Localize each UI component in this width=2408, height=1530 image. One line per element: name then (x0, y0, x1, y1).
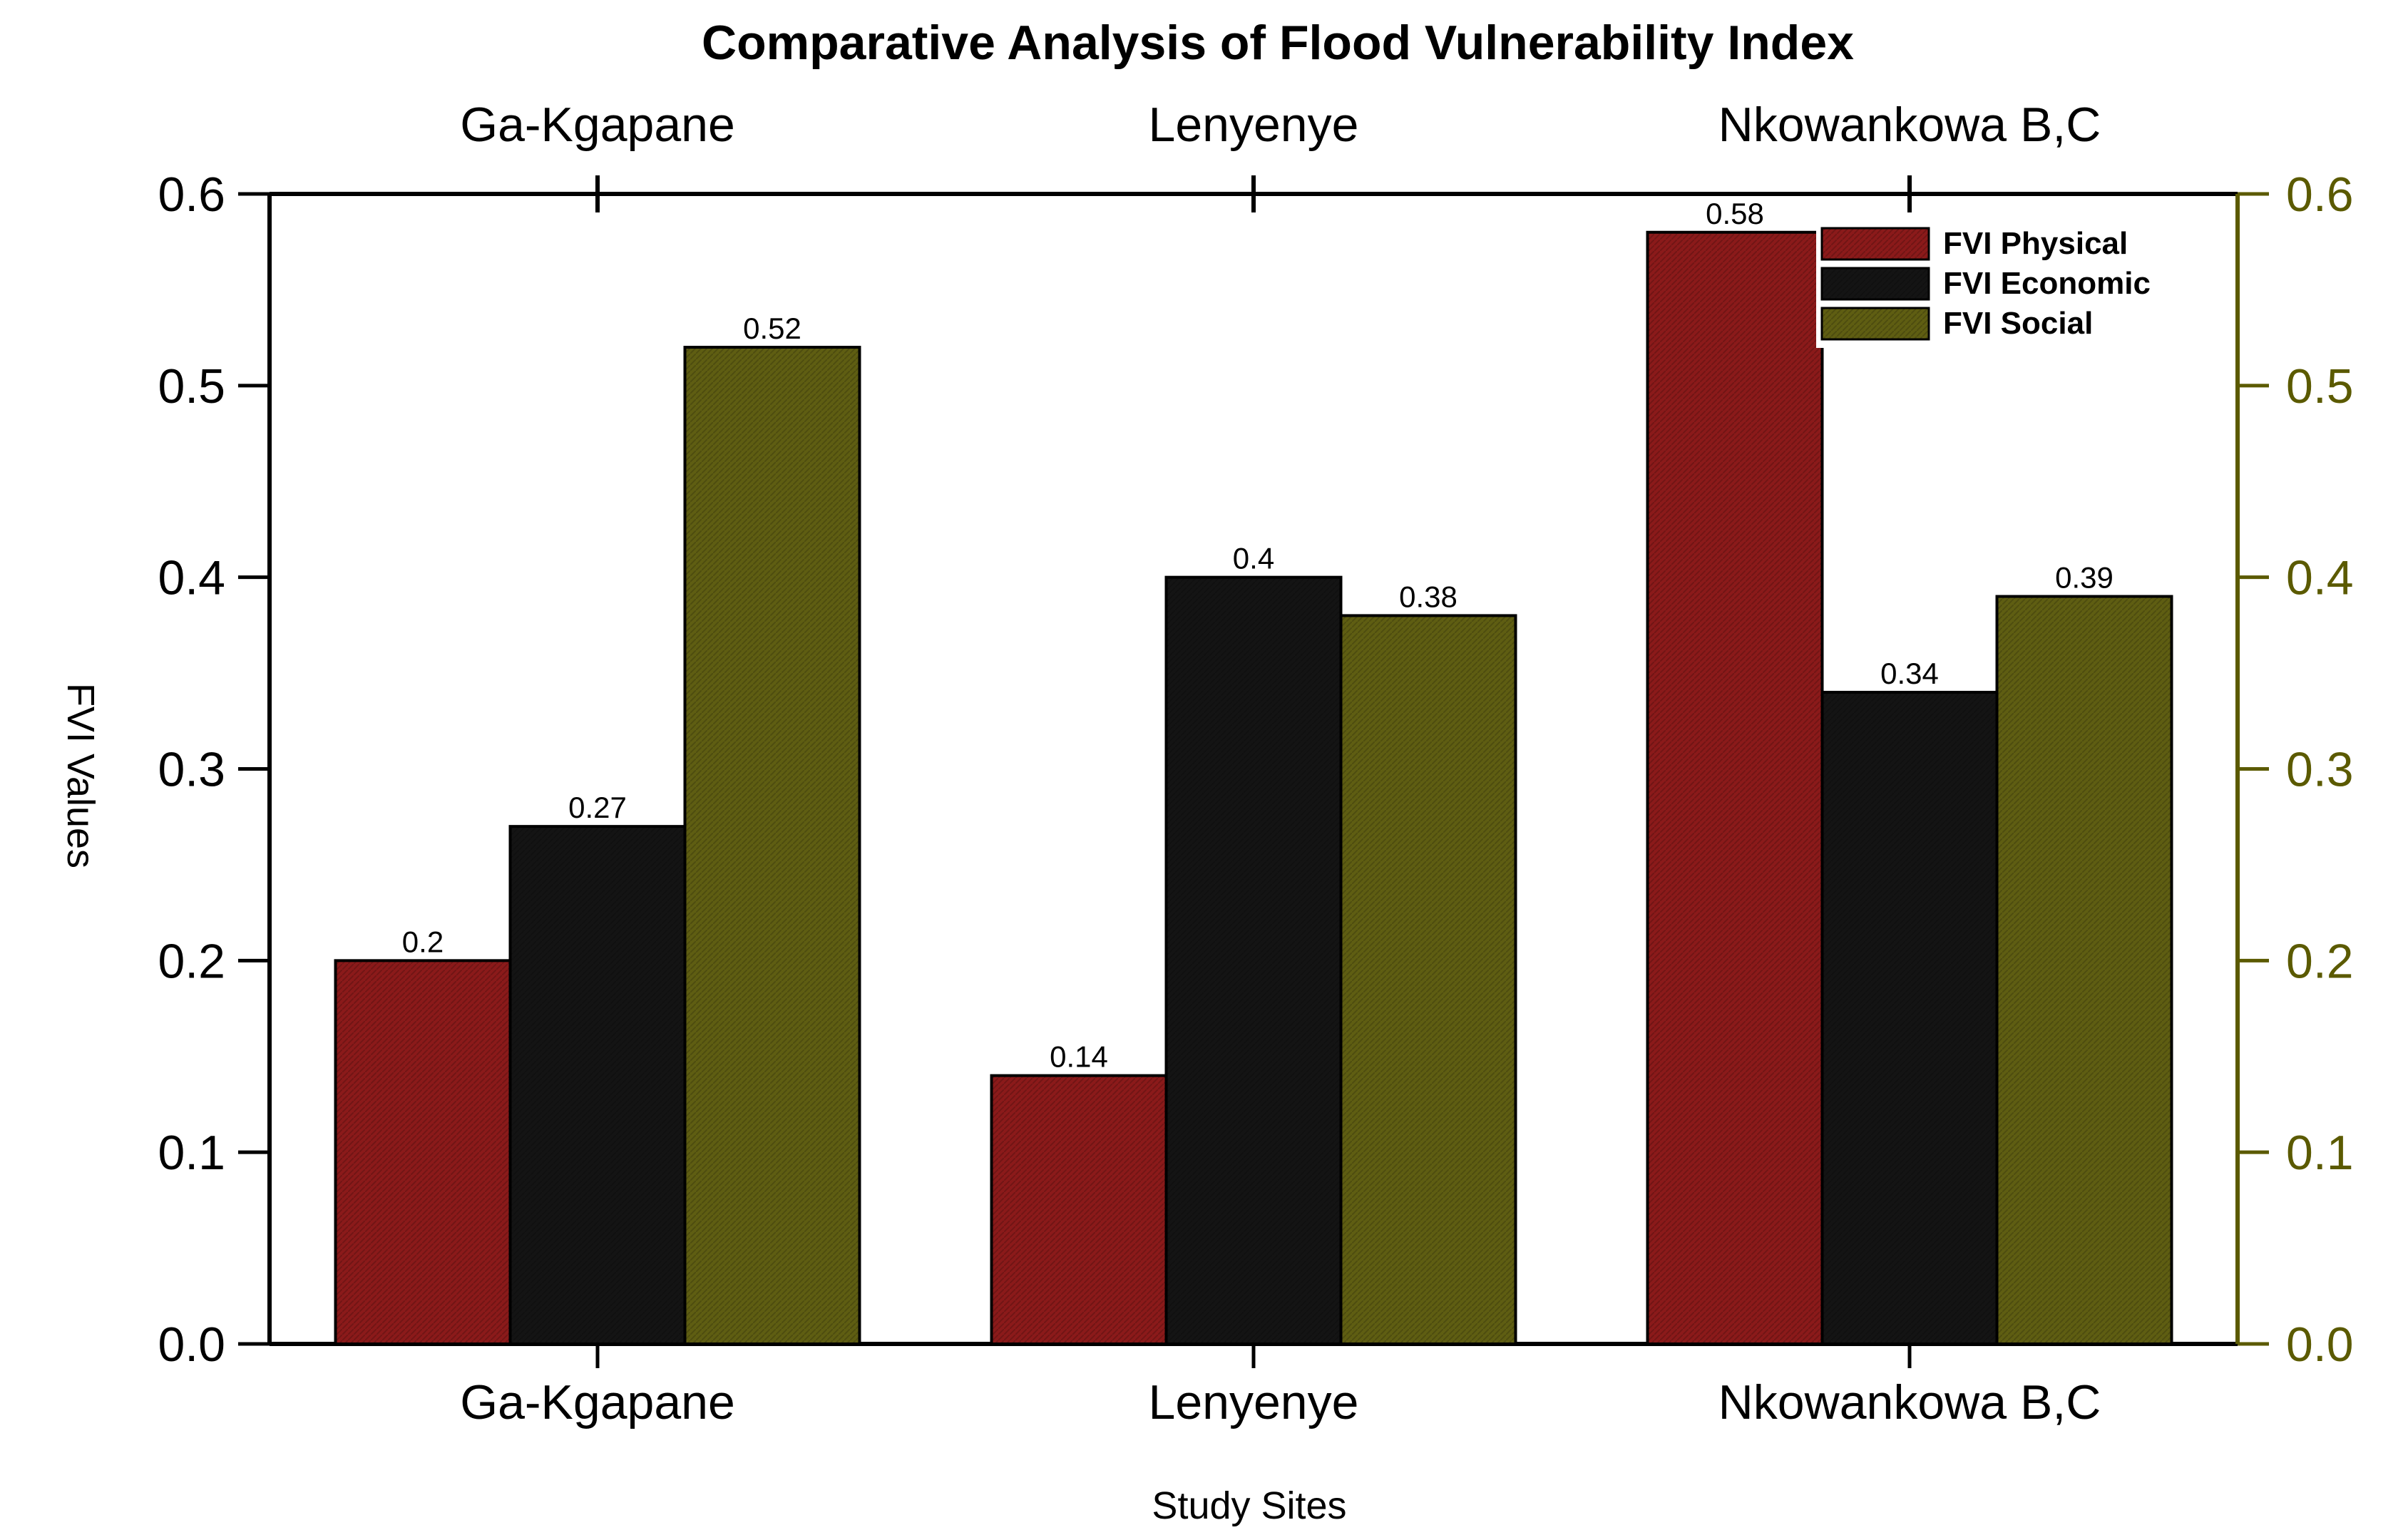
y-tick-label-left: 0.1 (158, 1126, 225, 1180)
legend-swatch-hatch (1822, 308, 1929, 339)
legend-label: FVI Economic (1943, 266, 2151, 301)
bar-hatch (1647, 232, 1823, 1345)
bar-hatch (685, 347, 860, 1345)
y-tick-label-left: 0.5 (158, 359, 225, 414)
bar-hatch (1822, 692, 1997, 1344)
data-label: 0.2 (402, 925, 444, 958)
legend-swatch-hatch (1822, 228, 1929, 260)
x-axis-label: Study Sites (1152, 1484, 1346, 1527)
plot-area: 0.0 0.0 0.1 0.1 0.2 0.2 0.3 0.3 0.4 0.4 0.5 0.5 0.6 0… (158, 98, 2353, 1429)
legend: FVI Physical FVI Economic FVI Social (1816, 222, 2230, 348)
data-label: 0.39 (2055, 561, 2114, 595)
y-tick-label-right: 0.2 (2286, 934, 2354, 988)
legend-swatch-hatch (1822, 268, 1929, 299)
bar-hatch (1997, 596, 2172, 1344)
y-tick-label-left: 0.6 (158, 168, 225, 222)
legend-label: FVI Social (1943, 306, 2093, 341)
x-tick-label-top: Nkowankowa B,C (1718, 98, 2101, 152)
y-axis-label: FVI Values (59, 683, 102, 868)
y-tick-label-right: 0.5 (2286, 359, 2354, 414)
x-tick-label: Ga-Kgapane (460, 1375, 735, 1429)
y-tick-label-left: 0.0 (158, 1318, 225, 1372)
bar-hatch (991, 1075, 1167, 1344)
x-tick-label-top: Ga-Kgapane (460, 98, 735, 152)
bar-hatch (1341, 615, 1516, 1344)
x-tick-label: Lenyenye (1149, 1375, 1359, 1429)
y-tick-label-left: 0.2 (158, 934, 225, 988)
data-label: 0.52 (743, 312, 801, 345)
bar-hatch (335, 960, 511, 1344)
y-tick-label-right: 0.6 (2286, 168, 2354, 222)
data-label: 0.4 (1233, 542, 1274, 575)
data-label: 0.34 (1880, 657, 1939, 690)
data-label: 0.27 (568, 791, 627, 824)
data-label: 0.58 (1706, 197, 1764, 230)
y-tick-label-right: 0.4 (2286, 551, 2354, 605)
y-tick-label-right: 0.3 (2286, 743, 2354, 797)
y-tick-label-left: 0.3 (158, 743, 225, 797)
y-tick-label-right: 0.1 (2286, 1126, 2354, 1180)
x-tick-label-top: Lenyenye (1149, 98, 1359, 152)
data-label: 0.38 (1399, 580, 1457, 613)
legend-label: FVI Physical (1943, 226, 2128, 261)
y-tick-label-right: 0.0 (2286, 1318, 2354, 1372)
y-tick-label-left: 0.4 (158, 551, 225, 605)
bar-hatch (1166, 577, 1341, 1344)
x-tick-label: Nkowankowa B,C (1718, 1375, 2101, 1429)
chart-title: Comparative Analysis of Flood Vulnerabil… (702, 16, 1854, 70)
bar-hatch (510, 826, 685, 1344)
data-label: 0.14 (1050, 1040, 1108, 1074)
